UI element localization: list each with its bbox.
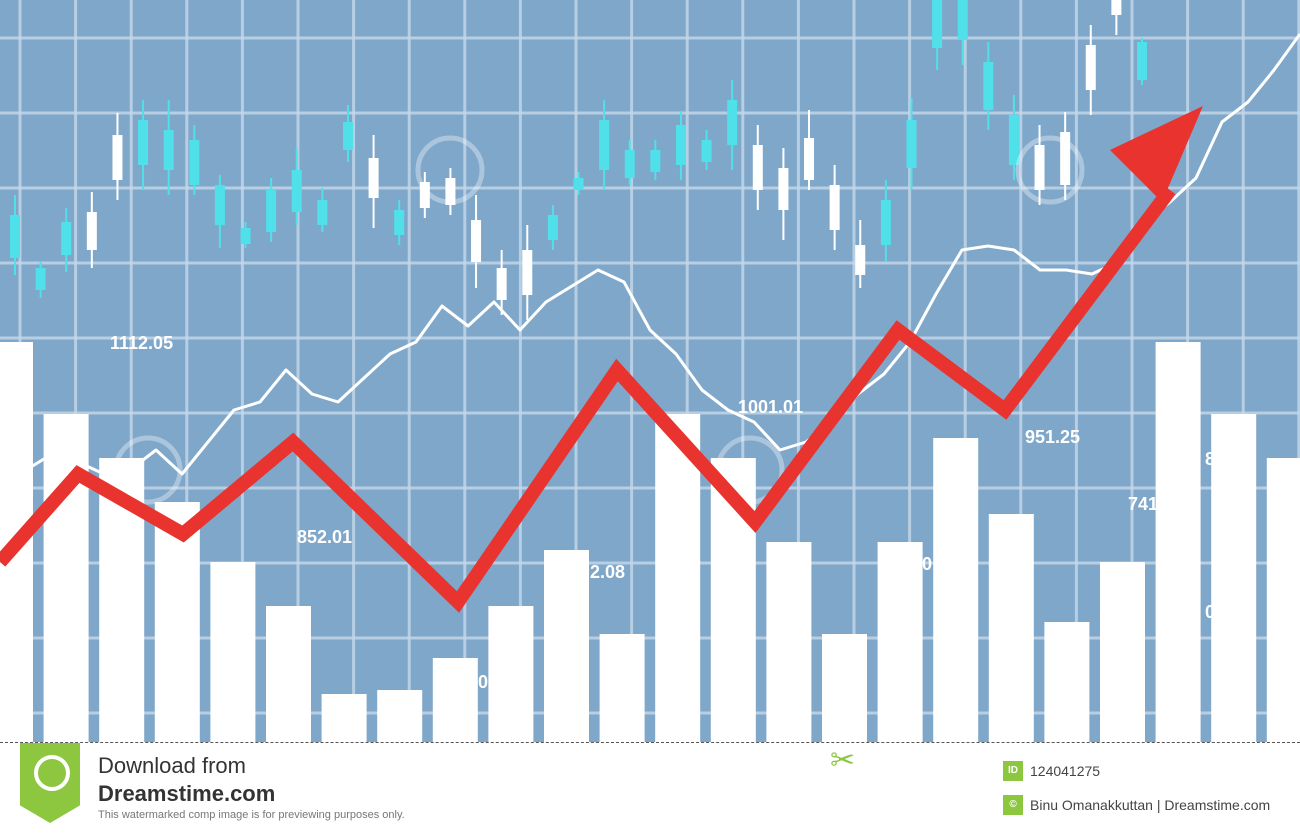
data-label: 951.25 bbox=[1025, 427, 1081, 447]
candlestick-body bbox=[86, 212, 97, 250]
candlestick-body bbox=[163, 130, 174, 170]
candlestick-body bbox=[727, 100, 738, 145]
candlestick-body bbox=[624, 150, 635, 178]
bar bbox=[266, 606, 311, 742]
candlestick-body bbox=[855, 245, 866, 275]
bar bbox=[933, 438, 979, 742]
candlestick-body bbox=[1034, 145, 1045, 190]
bar bbox=[432, 658, 478, 742]
id-icon: ID bbox=[1003, 761, 1023, 781]
candlestick-body bbox=[61, 222, 72, 255]
copyright-icon: © bbox=[1003, 795, 1023, 815]
data-label: 2.08 bbox=[590, 562, 626, 582]
image-id: 124041275 bbox=[1030, 763, 1101, 779]
bar bbox=[1211, 414, 1257, 742]
candlestick-body bbox=[752, 145, 763, 190]
bar bbox=[154, 502, 200, 742]
trend-arrow-head bbox=[1110, 106, 1203, 202]
candlestick-body bbox=[522, 250, 533, 295]
data-label: 0 bbox=[922, 554, 933, 574]
candlestick-body bbox=[778, 168, 789, 210]
bar bbox=[1155, 342, 1201, 742]
data-label: 741 bbox=[1128, 494, 1159, 514]
trend-arrow-line bbox=[0, 185, 1176, 613]
candlestick-body bbox=[1060, 132, 1071, 185]
data-label: 0 bbox=[1205, 602, 1216, 622]
bar bbox=[488, 606, 534, 742]
candlestick-body bbox=[189, 140, 200, 185]
candlestick-body bbox=[419, 182, 430, 208]
bar bbox=[1044, 622, 1090, 742]
bar bbox=[599, 634, 645, 742]
candlestick-body bbox=[573, 178, 584, 190]
chart-canvas bbox=[0, 0, 1300, 742]
bar bbox=[210, 562, 256, 742]
candlestick-body bbox=[471, 220, 482, 262]
credit: Binu Omanakkuttan | Dreamstime.com bbox=[1030, 797, 1271, 813]
bar bbox=[822, 634, 867, 742]
candlestick-body bbox=[1111, 0, 1122, 15]
stock-chart: 1112.05 852.01 1001.01 951.25 741 2.08 0… bbox=[0, 0, 1300, 742]
candlestick-body bbox=[1137, 42, 1147, 80]
candlestick-body bbox=[804, 138, 815, 180]
candlestick-body bbox=[291, 170, 302, 212]
candlestick-body bbox=[496, 268, 507, 300]
price-line bbox=[0, 33, 1300, 476]
candlestick-body bbox=[547, 215, 558, 240]
candlestick-body bbox=[880, 200, 891, 245]
candlestick-body bbox=[112, 135, 123, 180]
bar bbox=[377, 690, 423, 742]
data-label: 0 bbox=[478, 672, 489, 692]
site-name[interactable]: Dreamstime.com bbox=[98, 781, 276, 806]
data-label: 8 4 bbox=[1205, 449, 1231, 469]
candlestick-body bbox=[368, 158, 379, 198]
candlestick-body bbox=[701, 140, 712, 162]
disclaimer: This watermarked comp image is for previ… bbox=[98, 809, 405, 821]
candlestick-body bbox=[317, 200, 328, 225]
candlestick-body bbox=[906, 120, 917, 168]
scissors-icon: ✂ bbox=[830, 744, 856, 777]
watermark-icon bbox=[1015, 135, 1085, 205]
candlestick-body bbox=[342, 122, 353, 150]
candlestick-body bbox=[266, 190, 277, 232]
candlestick-body bbox=[650, 150, 661, 172]
candlestick-body bbox=[240, 228, 251, 244]
candlestick-body bbox=[214, 185, 225, 225]
bar bbox=[988, 514, 1034, 742]
candlestick-body bbox=[599, 120, 610, 170]
watermark-footer: Download from Dreamstime.com This waterm… bbox=[0, 742, 1300, 834]
candlestick-body bbox=[957, 0, 968, 40]
candlestick-body bbox=[1085, 45, 1096, 90]
data-label: 1112.05 bbox=[110, 333, 174, 353]
candlestick-body bbox=[445, 178, 456, 205]
candlestick-body bbox=[675, 125, 686, 165]
candlestick-body bbox=[983, 62, 994, 110]
bar bbox=[877, 542, 923, 742]
watermark-icon bbox=[415, 135, 485, 205]
candlestick-body bbox=[829, 185, 840, 230]
bar bbox=[655, 414, 701, 742]
candlestick-body bbox=[35, 268, 46, 290]
bar bbox=[321, 694, 367, 742]
candlestick-body bbox=[10, 215, 20, 258]
candlestick-body bbox=[932, 0, 943, 48]
candlestick-body bbox=[394, 210, 405, 235]
data-label: 852.01 bbox=[297, 527, 353, 547]
data-label: 1001.01 bbox=[738, 397, 804, 417]
bar bbox=[766, 542, 812, 742]
candlestick-body bbox=[138, 120, 149, 165]
bar bbox=[544, 550, 589, 742]
bar bbox=[1100, 562, 1145, 742]
candlestick-body bbox=[1008, 115, 1019, 165]
bar bbox=[1266, 458, 1300, 742]
download-text: Download from bbox=[98, 753, 246, 778]
dreamstime-logo-icon bbox=[20, 743, 80, 823]
